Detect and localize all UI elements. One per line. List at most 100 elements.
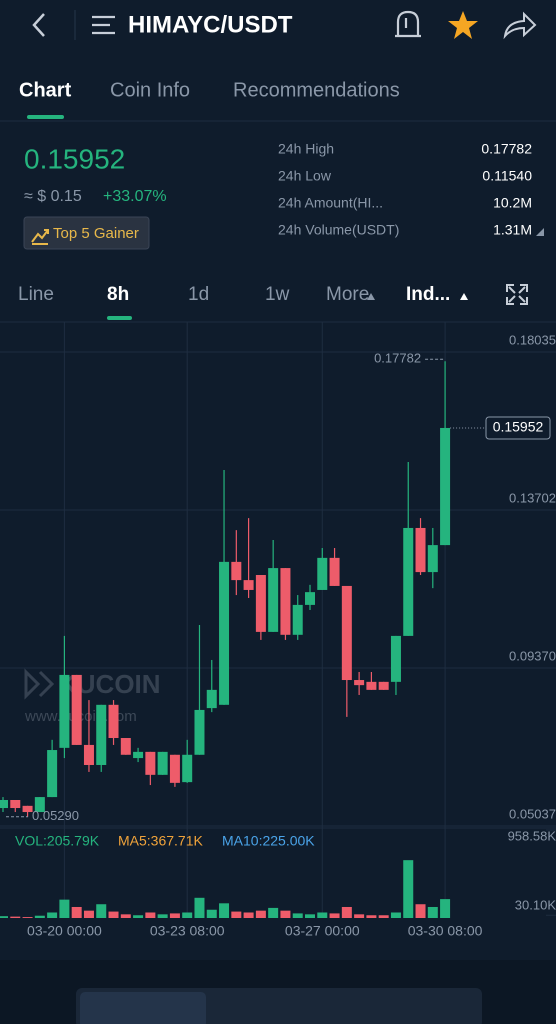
timeframe[interactable]: 1d (188, 284, 209, 305)
volume-tick-label: 30.10K (515, 898, 556, 913)
candle-body (366, 681, 377, 690)
y-tick-label: 0.13702 (509, 490, 556, 505)
volume-bar (243, 912, 254, 918)
volume-bar (206, 909, 217, 918)
volume-bar (108, 911, 119, 918)
badge-icon (31, 229, 49, 245)
volume-bar (83, 910, 94, 918)
candle-body (108, 704, 119, 739)
candle-body (71, 674, 82, 745)
timeframe-indicator (107, 316, 132, 320)
x-tick-label: 03-23 08:00 (150, 923, 225, 939)
candle-body (22, 805, 33, 813)
candle-body (403, 527, 414, 636)
volume-bar (280, 910, 291, 918)
volume-bar (47, 912, 58, 918)
tab[interactable]: Chart (19, 79, 72, 101)
volume-indicator: VOL:205.79K (15, 833, 100, 849)
volume-bar (182, 912, 193, 918)
volume-bar (145, 912, 156, 918)
menu-button[interactable] (92, 15, 115, 35)
stat-label: 24h Low (278, 168, 332, 184)
fiat-price: ≈ $ 0.15 (24, 188, 82, 205)
volume-bar (0, 916, 8, 918)
candle-body (47, 750, 58, 798)
volume-bar (403, 860, 414, 918)
high-label: 0.17782 (374, 351, 421, 366)
volume-bar (317, 912, 328, 918)
volume-bar (440, 899, 451, 918)
candle-body (255, 575, 266, 632)
y-tick-label: 0.09370 (509, 648, 556, 663)
alert-button[interactable] (395, 10, 421, 38)
stat-value: 10.2M (493, 195, 532, 211)
x-tick-label: 03-30 08:00 (408, 923, 483, 939)
volume-bar (415, 904, 426, 918)
candle-body (317, 557, 328, 590)
candle-body (280, 568, 291, 635)
stat-value: 0.17782 (481, 141, 532, 157)
watermark-logo (24, 668, 55, 700)
bottom-tab-active[interactable] (80, 992, 206, 1024)
y-tick-label: 0.18035 (509, 332, 556, 347)
volume-bar (231, 911, 242, 918)
x-tick-label: 03-20 00:00 (27, 923, 102, 939)
timeframe[interactable]: 8h (107, 284, 129, 305)
tab[interactable]: Recommendations (233, 79, 400, 101)
candle-body (415, 527, 426, 573)
volume-bar (22, 917, 33, 918)
low-label: 0.05290 (32, 808, 79, 823)
back-button[interactable] (32, 13, 45, 37)
candle-body (157, 751, 168, 775)
candle-body (194, 709, 205, 755)
candle-body (305, 592, 315, 605)
stat-value: 0.11540 (482, 168, 532, 184)
volume-bar (59, 899, 70, 918)
volume-bar (390, 912, 401, 918)
share-button[interactable] (503, 11, 537, 40)
badge[interactable] (23, 216, 150, 250)
volume-bar (34, 915, 45, 918)
candle-body (268, 568, 279, 632)
candle-body (96, 704, 107, 765)
volume-indicator: MA10:225.00K (222, 833, 315, 849)
volume-bar (366, 915, 377, 918)
volume-tick-label: 958.58K (508, 828, 556, 843)
timeframe[interactable]: 1w (265, 284, 290, 305)
candle-body (231, 561, 242, 581)
timeframe[interactable]: More (326, 284, 369, 305)
volume-bar (292, 913, 303, 918)
timeframe[interactable]: Ind... (406, 284, 450, 305)
candle-body (0, 799, 8, 809)
volume-bar (329, 913, 340, 918)
tab-indicator (27, 115, 64, 119)
candle-body (83, 744, 94, 765)
candle-body (145, 751, 156, 775)
pair-title: HIMAYC/USDT (128, 11, 293, 38)
stat-value: 1.31M (493, 222, 532, 238)
stat-label: 24h Amount(HI... (278, 195, 383, 211)
volume-bar (427, 906, 438, 918)
candle-body (182, 754, 193, 783)
volume-indicator: MA5:367.71K (118, 833, 203, 849)
volume-bar (305, 914, 315, 918)
candle-body (169, 754, 180, 783)
candle-body (120, 738, 131, 755)
candle-body (440, 427, 451, 546)
candle-body (427, 545, 438, 573)
favorite-button[interactable] (448, 11, 478, 39)
fullscreen-button[interactable] (506, 284, 528, 305)
x-tick-label: 03-27 00:00 (285, 923, 360, 939)
badge-text: Top 5 Gainer (53, 225, 139, 242)
candle-body (329, 557, 340, 586)
stat-label: 24h High (278, 141, 334, 157)
timeframe[interactable]: Line (18, 284, 54, 305)
dropdown-icon (367, 293, 375, 300)
volume-bar (219, 903, 230, 918)
volume-bar (120, 914, 131, 918)
price-change: +33.07% (103, 188, 167, 205)
volume-bar (10, 916, 21, 918)
tab[interactable]: Coin Info (110, 79, 190, 101)
